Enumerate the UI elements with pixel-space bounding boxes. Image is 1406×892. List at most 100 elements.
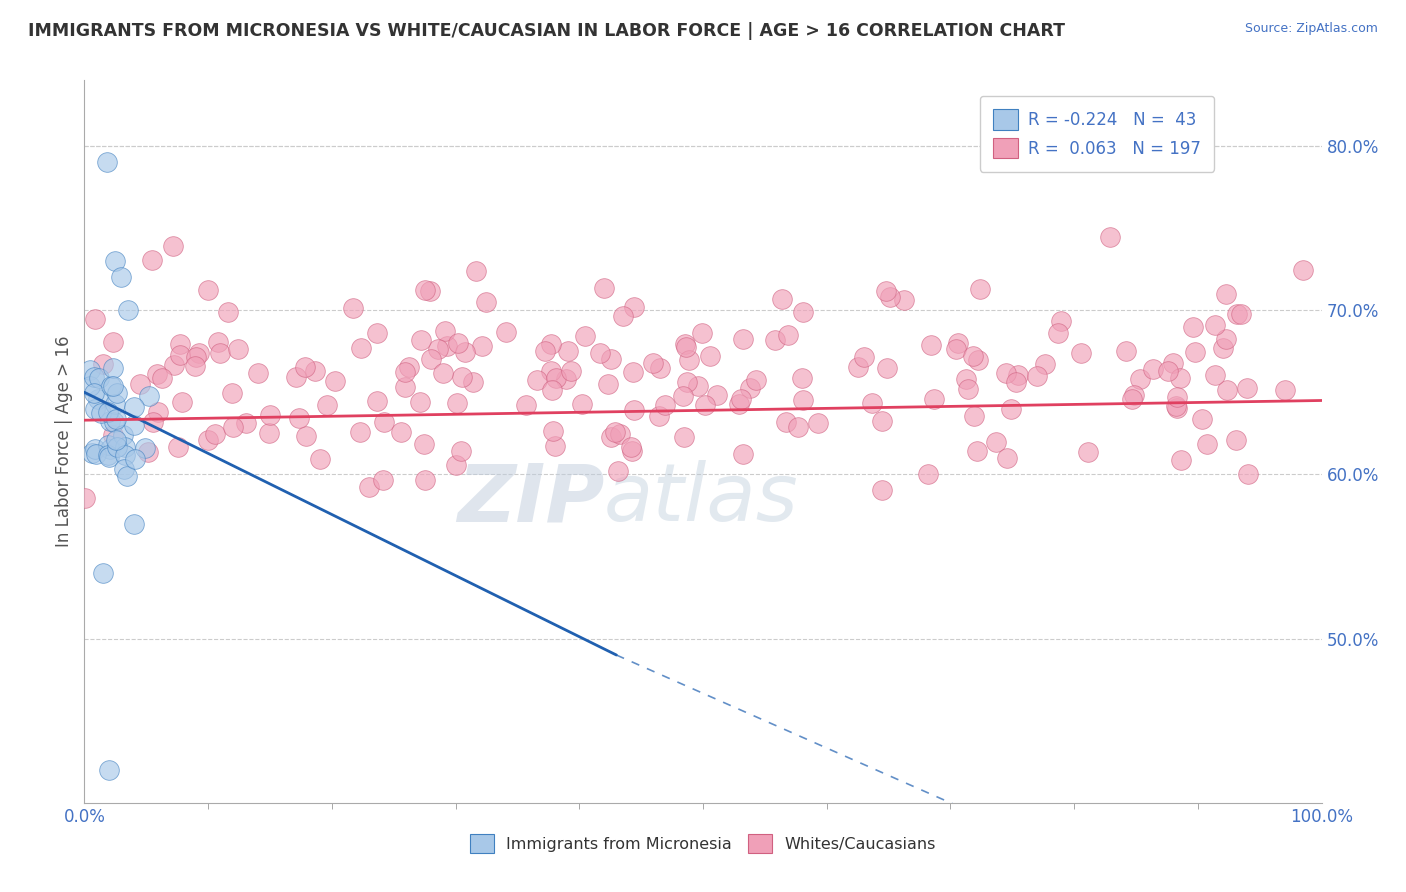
Point [447,336,470,351]
Point [1215,332,1237,346]
Point [699,349,721,363]
Point [100,379,122,393]
Point [432,366,454,380]
Point [688,378,710,392]
Point [957,382,980,396]
Point [83,401,105,416]
Point [1098,230,1121,244]
Point [411,333,433,347]
Point [966,444,988,458]
Point [1225,434,1247,448]
Point [731,332,754,346]
Point [534,344,557,359]
Point [963,409,986,424]
Point [1033,357,1056,371]
Point [526,373,548,387]
Point [846,360,869,375]
Point [962,350,984,364]
Point [1007,368,1029,383]
Point [540,364,562,378]
Point [83,312,105,326]
Point [955,372,977,386]
Point [465,264,488,278]
Point [475,295,498,310]
Point [426,342,449,356]
Point [675,339,697,353]
Point [620,440,643,454]
Point [893,293,915,308]
Point [728,397,751,411]
Point [1195,437,1218,451]
Text: atlas: atlas [605,460,799,539]
Point [357,480,380,494]
Point [101,360,124,375]
Point [169,336,191,351]
Point [1077,445,1099,459]
Point [876,360,898,375]
Point [142,415,165,429]
Point [673,430,696,444]
Point [75,491,97,505]
Point [450,444,472,458]
Point [294,429,316,443]
Point [398,360,420,375]
Point [792,392,814,407]
Point [775,415,797,429]
Point [394,380,416,394]
Point [546,371,568,385]
Point [87,392,110,407]
Point [852,350,875,364]
Point [138,389,160,403]
Point [134,442,156,456]
Point [105,434,128,448]
Point [1142,362,1164,376]
Point [1236,381,1258,395]
Point [969,282,991,296]
Point [117,469,139,483]
Point [209,345,232,359]
Point [623,403,645,417]
Point [946,336,969,351]
Point [770,293,793,307]
Point [1026,369,1049,384]
Point [288,410,311,425]
Text: Source: ZipAtlas.com: Source: ZipAtlas.com [1244,22,1378,36]
Point [146,368,169,382]
Point [557,343,579,358]
Point [316,398,339,412]
Point [1166,390,1188,404]
Point [606,464,628,478]
Point [148,405,170,419]
Point [1274,384,1296,398]
Point [436,339,458,353]
Point [1050,314,1073,328]
Point [471,339,494,353]
Point [917,467,939,482]
Point [787,420,810,434]
Point [163,358,186,372]
Point [96,155,118,169]
Point [91,566,114,580]
Point [706,388,728,402]
Point [872,483,894,497]
Point [1129,371,1152,385]
Point [738,381,761,395]
Point [495,325,517,339]
Point [1230,307,1253,321]
Point [97,437,120,451]
Point [461,375,484,389]
Point [1115,344,1137,359]
Point [83,385,105,400]
Point [97,448,120,462]
Point [111,427,134,442]
Point [87,371,110,385]
Point [101,379,124,393]
Point [623,366,645,380]
Point [413,473,436,487]
Point [731,447,754,461]
Text: ZIP: ZIP [457,460,605,539]
Point [117,303,139,318]
Point [621,443,644,458]
Point [97,405,120,419]
Point [98,450,121,464]
